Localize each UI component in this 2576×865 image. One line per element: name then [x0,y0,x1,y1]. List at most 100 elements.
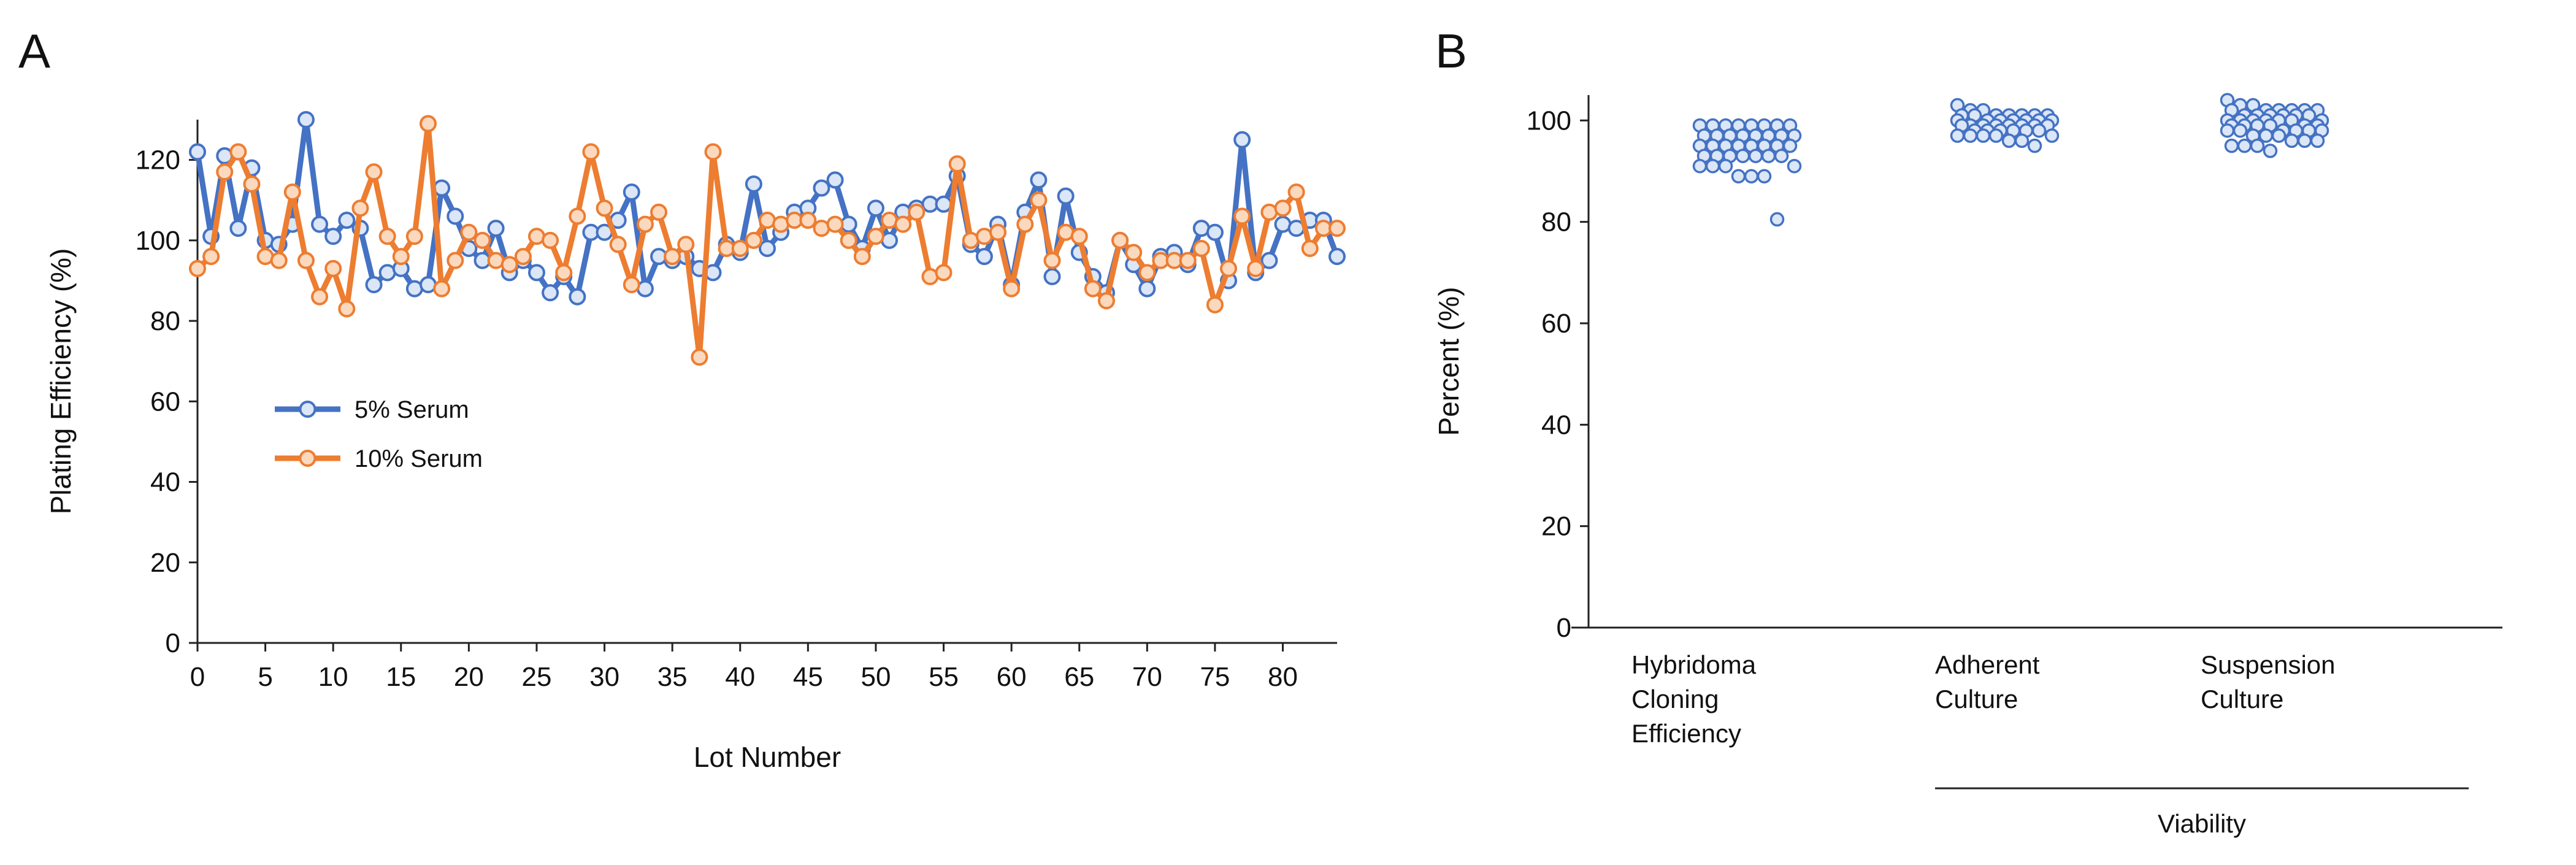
series-1-point [1233,131,1251,148]
series-2-point [867,228,884,245]
dot-1 [1731,169,1746,184]
series-2-point [799,212,817,229]
y-tick-label: 80 [150,306,180,336]
series-2-point [1287,183,1305,201]
series-1-point [338,212,356,229]
series-2-point [1043,252,1061,269]
series-2-point [664,248,681,266]
dot-3 [2310,133,2325,148]
category-label-line: Adherent [1935,650,2040,679]
category-label-line: Efficiency [1631,719,1741,748]
group-label: Viability [2158,809,2246,838]
dot-1 [1774,148,1789,163]
dot-3 [2284,133,2299,148]
x-tick-label: 35 [657,662,688,692]
series-2-point [1097,292,1115,310]
series-2-point [1328,220,1346,237]
series-2-point [691,348,708,366]
series-1-point [867,199,884,217]
x-axis-title: Lot Number [694,741,841,773]
series-1-point [365,276,383,294]
series-1-point [229,220,247,237]
series-2-point [826,215,844,233]
series-1-point [1260,252,1278,269]
series-2-point [324,260,342,277]
dot-2 [1988,128,2004,143]
x-tick-label: 20 [454,662,484,692]
series-1-point [1206,223,1224,241]
y-tick-label: 0 [1557,613,1571,643]
series-1-point [623,183,640,201]
y-tick-label: 40 [1541,410,1571,440]
series-2-point [731,239,749,257]
legend-marker-1 [299,401,316,418]
series-2-point [853,248,871,266]
dot-1 [1735,148,1750,163]
category-label-line: Culture [2201,685,2283,713]
series-2-point [514,248,532,266]
series-2-point [596,199,613,217]
series-2-point [1274,199,1292,217]
series-2-point [636,215,654,233]
plating-efficiency-line-chart: 0 20 40 60 80 100 120 0 5 10 15 20 25 30 35 40 45 50 55 60 6… [45,111,1346,773]
x-tick-label: 60 [997,662,1027,692]
category-label-line: Hybridoma [1631,650,1757,679]
category-label-1: Hybridoma Cloning Efficiency [1631,650,1757,748]
dot-1 [1718,158,1733,174]
x-tick-label: 30 [589,662,619,692]
y-tick-label: 120 [136,145,180,175]
series-2-point [270,252,288,269]
series-1-point [1057,187,1075,205]
series-2-point [1030,191,1048,209]
dot-1 [1757,169,1772,184]
series-2-point [420,115,437,133]
y-tick-label: 20 [150,548,180,578]
series-2-point [704,143,722,161]
series-2-point [1179,252,1197,269]
series-2-point [1206,296,1224,313]
series-2-point [745,231,762,249]
series-2-point [650,203,668,221]
dot-1 [1748,148,1763,163]
series-1-point [745,175,762,193]
series-1-point [311,215,329,233]
dot-1 [1782,138,1798,153]
dot-3 [2271,128,2287,143]
series-1-point [527,264,545,282]
series-2-point [1138,264,1156,282]
dot-3 [2263,144,2278,158]
x-tick-label: 40 [725,662,755,692]
series-2-point [460,223,478,241]
y-tick-label: 100 [136,226,180,256]
series-1-point [189,143,206,161]
series-2-point [447,252,464,269]
dot-3 [2233,123,2248,138]
series-1-point [1138,280,1156,298]
y-axis-title: Percent (%) [1433,287,1465,436]
dot-3 [2237,138,2252,153]
series-1-point [542,284,559,302]
x-tick-label: 75 [1200,662,1230,692]
y-tick-label: 0 [166,628,180,658]
series-2-point [1125,244,1143,261]
y-tick-label: 40 [150,467,180,498]
series-2-point [1003,280,1021,298]
series-2-point [202,248,220,266]
series-2-point [935,264,953,282]
dot-1 [1761,148,1776,163]
y-tick-label: 60 [150,386,180,417]
legend-label-2: 10% Serum [355,445,483,472]
x-tick-label: 0 [190,662,205,692]
series-2-point [189,260,206,277]
dot-1 [1705,158,1720,174]
series-2-point [1247,260,1265,277]
series-2-point [351,199,369,217]
dot-2 [2027,138,2042,153]
category-label-3: Suspension Culture [2201,650,2336,713]
y-tick-label: 100 [1527,106,1571,136]
series-2-point [1233,207,1251,225]
x-tick-label: 65 [1064,662,1094,692]
series-1-point [324,228,342,245]
series-2-point [243,175,261,193]
